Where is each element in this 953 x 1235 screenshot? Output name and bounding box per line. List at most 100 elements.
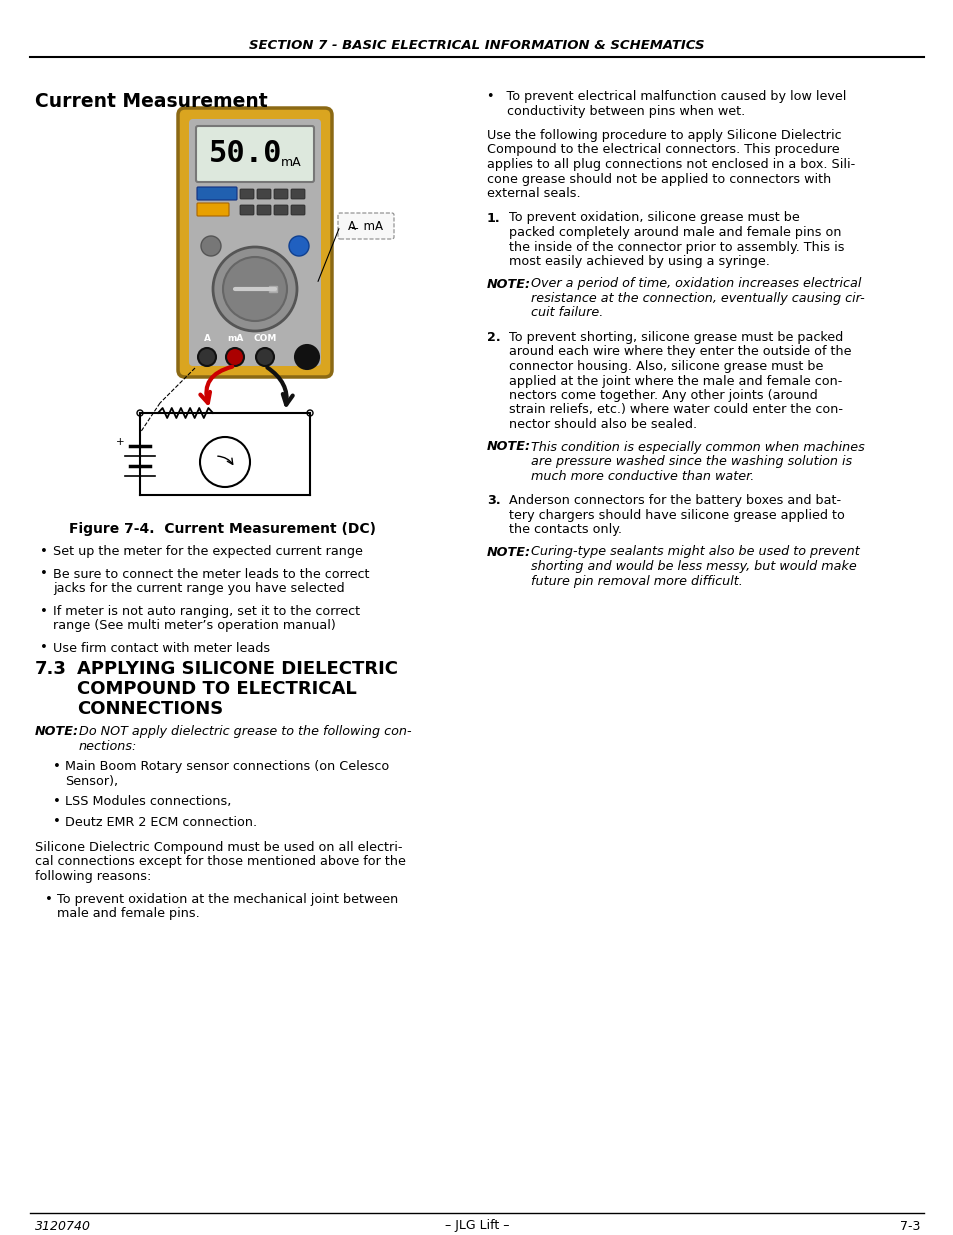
FancyBboxPatch shape <box>240 189 253 199</box>
Text: nectors come together. Any other joints (around: nectors come together. Any other joints … <box>509 389 817 403</box>
Circle shape <box>137 410 143 416</box>
Text: COMPOUND TO ELECTRICAL: COMPOUND TO ELECTRICAL <box>77 680 356 698</box>
Circle shape <box>200 437 250 487</box>
Text: conductivity between pins when wet.: conductivity between pins when wet. <box>486 105 744 117</box>
Text: cal connections except for those mentioned above for the: cal connections except for those mention… <box>35 856 405 868</box>
Text: CONNECTIONS: CONNECTIONS <box>77 700 223 718</box>
Text: •: • <box>45 893 52 905</box>
Text: A: A <box>203 333 211 343</box>
Text: 7.3: 7.3 <box>35 659 67 678</box>
Circle shape <box>198 348 215 366</box>
FancyBboxPatch shape <box>291 189 305 199</box>
FancyBboxPatch shape <box>256 205 271 215</box>
Text: NOTE:: NOTE: <box>35 725 79 739</box>
FancyBboxPatch shape <box>274 205 288 215</box>
Circle shape <box>226 348 244 366</box>
Text: Use the following procedure to apply Silicone Dielectric: Use the following procedure to apply Sil… <box>486 128 841 142</box>
FancyBboxPatch shape <box>240 205 253 215</box>
Text: +: + <box>115 437 124 447</box>
Text: packed completely around male and female pins on: packed completely around male and female… <box>509 226 841 240</box>
FancyBboxPatch shape <box>256 189 271 199</box>
Text: To prevent oxidation, silicone grease must be: To prevent oxidation, silicone grease mu… <box>509 211 799 225</box>
Text: external seals.: external seals. <box>486 186 580 200</box>
Text: •   To prevent electrical malfunction caused by low level: • To prevent electrical malfunction caus… <box>486 90 845 103</box>
Circle shape <box>289 236 309 256</box>
Text: 3120740: 3120740 <box>35 1219 91 1233</box>
Text: This condition is especially common when machines: This condition is especially common when… <box>531 441 863 453</box>
FancyBboxPatch shape <box>269 287 276 291</box>
Text: Curing-type sealants might also be used to prevent: Curing-type sealants might also be used … <box>531 546 859 558</box>
Text: mA: mA <box>227 333 243 343</box>
Text: 7-3: 7-3 <box>899 1219 919 1233</box>
Text: cone grease should not be applied to connectors with: cone grease should not be applied to con… <box>486 173 830 185</box>
Text: nections:: nections: <box>79 740 137 752</box>
Circle shape <box>255 348 274 366</box>
Text: Deutz EMR 2 ECM connection.: Deutz EMR 2 ECM connection. <box>65 815 257 829</box>
Text: •: • <box>40 641 48 655</box>
Text: •: • <box>40 604 48 618</box>
Text: Do NOT apply dielectric grease to the following con-: Do NOT apply dielectric grease to the fo… <box>79 725 411 739</box>
Text: connector housing. Also, silicone grease must be: connector housing. Also, silicone grease… <box>509 359 822 373</box>
Text: •: • <box>53 760 61 773</box>
Text: applies to all plug connections not enclosed in a box. Sili-: applies to all plug connections not encl… <box>486 158 854 170</box>
Text: Silicone Dielectric Compound must be used on all electri-: Silicone Dielectric Compound must be use… <box>35 841 402 853</box>
Text: NOTE:: NOTE: <box>486 441 531 453</box>
FancyBboxPatch shape <box>274 189 288 199</box>
Text: much more conductive than water.: much more conductive than water. <box>531 469 754 483</box>
Text: NOTE:: NOTE: <box>486 278 531 290</box>
Text: LSS Modules connections,: LSS Modules connections, <box>65 795 232 808</box>
Text: following reasons:: following reasons: <box>35 869 152 883</box>
Text: Set up the meter for the expected current range: Set up the meter for the expected curren… <box>53 545 362 558</box>
Text: male and female pins.: male and female pins. <box>57 906 199 920</box>
Text: COM: COM <box>253 333 276 343</box>
FancyArrowPatch shape <box>267 368 293 405</box>
Text: To prevent shorting, silicone grease must be packed: To prevent shorting, silicone grease mus… <box>509 331 842 345</box>
Text: Current Measurement: Current Measurement <box>35 91 268 111</box>
Text: 1.: 1. <box>486 211 500 225</box>
Text: around each wire where they enter the outside of the: around each wire where they enter the ou… <box>509 346 851 358</box>
Text: 3.: 3. <box>486 494 500 508</box>
Text: Sensor),: Sensor), <box>65 774 118 788</box>
FancyBboxPatch shape <box>189 119 320 366</box>
Text: Compound to the electrical connectors. This procedure: Compound to the electrical connectors. T… <box>486 143 839 157</box>
Text: range (See multi meter’s operation manual): range (See multi meter’s operation manua… <box>53 619 335 632</box>
Text: Figure 7-4.  Current Measurement (DC): Figure 7-4. Current Measurement (DC) <box>69 522 375 536</box>
Text: the inside of the connector prior to assembly. This is: the inside of the connector prior to ass… <box>509 241 843 253</box>
Text: the contacts only.: the contacts only. <box>509 522 621 536</box>
Text: Be sure to connect the meter leads to the correct: Be sure to connect the meter leads to th… <box>53 568 369 580</box>
Text: To prevent oxidation at the mechanical joint between: To prevent oxidation at the mechanical j… <box>57 893 397 905</box>
Text: APPLYING SILICONE DIELECTRIC: APPLYING SILICONE DIELECTRIC <box>77 659 397 678</box>
Text: Main Boom Rotary sensor connections (on Celesco: Main Boom Rotary sensor connections (on … <box>65 760 389 773</box>
Text: cuit failure.: cuit failure. <box>531 306 602 320</box>
Circle shape <box>223 257 287 321</box>
FancyBboxPatch shape <box>178 107 332 377</box>
Circle shape <box>213 247 296 331</box>
Text: tery chargers should have silicone grease applied to: tery chargers should have silicone greas… <box>509 509 844 521</box>
Text: most easily achieved by using a syringe.: most easily achieved by using a syringe. <box>509 254 769 268</box>
Text: SECTION 7 - BASIC ELECTRICAL INFORMATION & SCHEMATICS: SECTION 7 - BASIC ELECTRICAL INFORMATION… <box>249 40 704 52</box>
Text: A  mA: A mA <box>348 220 383 232</box>
FancyArrowPatch shape <box>200 367 233 403</box>
Text: nector should also be sealed.: nector should also be sealed. <box>509 417 697 431</box>
Circle shape <box>307 410 313 416</box>
Text: are pressure washed since the washing solution is: are pressure washed since the washing so… <box>531 454 851 468</box>
Circle shape <box>201 236 221 256</box>
Text: NOTE:: NOTE: <box>486 546 531 558</box>
FancyBboxPatch shape <box>195 126 314 182</box>
Text: jacks for the current range you have selected: jacks for the current range you have sel… <box>53 582 344 595</box>
Text: Anderson connectors for the battery boxes and bat-: Anderson connectors for the battery boxe… <box>509 494 841 508</box>
FancyBboxPatch shape <box>196 186 236 200</box>
Text: applied at the joint where the male and female con-: applied at the joint where the male and … <box>509 374 841 388</box>
Text: Over a period of time, oxidation increases electrical: Over a period of time, oxidation increas… <box>531 278 861 290</box>
Text: – JLG Lift –: – JLG Lift – <box>444 1219 509 1233</box>
FancyBboxPatch shape <box>196 203 229 216</box>
Text: 2.: 2. <box>486 331 500 345</box>
Text: future pin removal more difficult.: future pin removal more difficult. <box>531 574 742 588</box>
Text: shorting and would be less messy, but would make: shorting and would be less messy, but wo… <box>531 559 856 573</box>
Circle shape <box>294 345 318 369</box>
Text: 50.0: 50.0 <box>209 140 282 168</box>
Text: If meter is not auto ranging, set it to the correct: If meter is not auto ranging, set it to … <box>53 604 359 618</box>
Text: mA: mA <box>280 156 301 168</box>
Text: •: • <box>53 815 61 829</box>
Text: strain reliefs, etc.) where water could enter the con-: strain reliefs, etc.) where water could … <box>509 404 842 416</box>
